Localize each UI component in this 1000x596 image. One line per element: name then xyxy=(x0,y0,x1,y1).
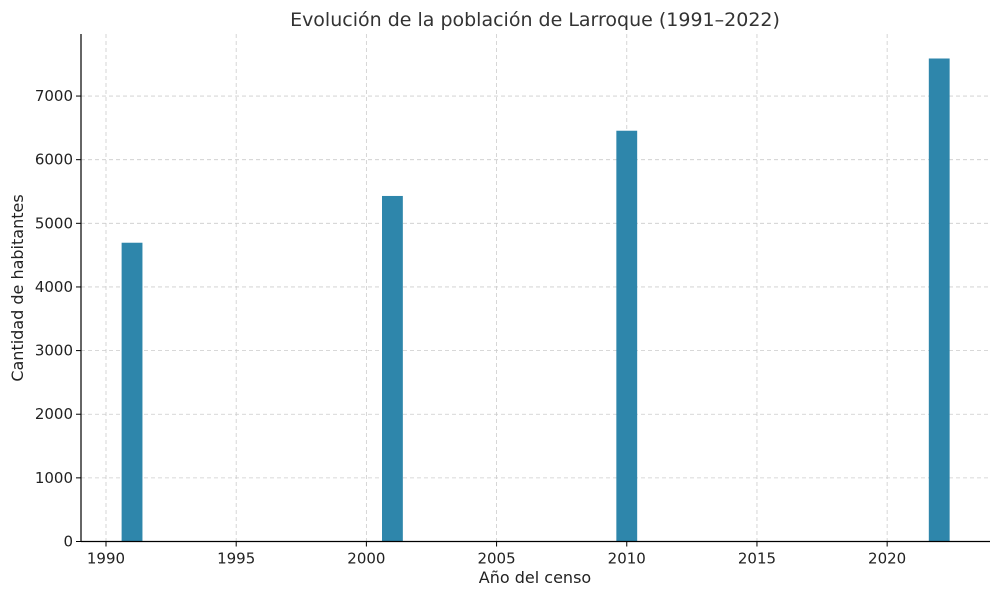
x-tick-label: 2020 xyxy=(868,550,906,568)
x-tick-label: 1995 xyxy=(217,550,255,568)
x-tick-label: 2015 xyxy=(738,550,776,568)
bar-1991 xyxy=(121,242,143,542)
x-tick-label: 2000 xyxy=(347,550,385,568)
x-tick-label: 1990 xyxy=(87,550,125,568)
y-tick-label: 6000 xyxy=(35,151,73,169)
y-tick-label: 5000 xyxy=(35,214,73,232)
x-tick-label: 2005 xyxy=(477,550,515,568)
bars xyxy=(121,58,950,542)
x-tick-label: 2010 xyxy=(608,550,646,568)
axes xyxy=(80,34,990,543)
grid-lines xyxy=(81,34,990,542)
y-tick-label: 4000 xyxy=(35,278,73,296)
y-tick-label: 2000 xyxy=(35,405,73,423)
bar-2022 xyxy=(928,58,950,542)
y-tick-label: 0 xyxy=(63,533,73,551)
bar-2010 xyxy=(616,130,638,542)
y-tick-label: 3000 xyxy=(35,342,73,360)
chart-title: Evolución de la población de Larroque (1… xyxy=(290,9,780,31)
ticks: 1990 1995 2000 2005 2010 2015 2020 0 1000 2000 300… xyxy=(35,87,906,567)
bar-2001 xyxy=(382,195,403,542)
y-tick-label: 1000 xyxy=(35,469,73,487)
x-axis-title: Año del censo xyxy=(479,568,591,587)
y-tick-label: 7000 xyxy=(35,87,73,105)
y-axis-title: Cantidad de habitantes xyxy=(8,194,27,381)
